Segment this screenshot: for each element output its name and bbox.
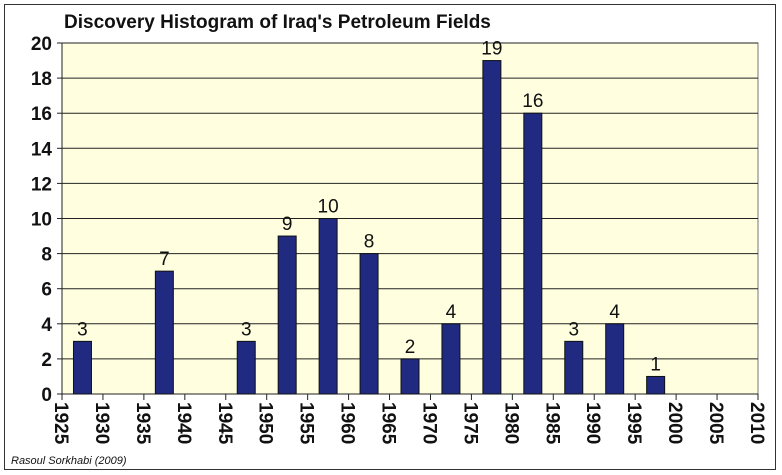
y-tick-label: 10	[31, 210, 52, 231]
data-label: 8	[364, 232, 375, 253]
credit-text: Rasoul Sorkhabi (2009)	[11, 455, 127, 467]
data-label: 16	[522, 91, 543, 112]
data-label: 3	[77, 319, 88, 340]
x-tick-label: 1940	[173, 402, 194, 444]
x-tick-label: 1965	[378, 402, 399, 445]
x-tick-label: 2010	[746, 402, 767, 444]
y-tick-label: 16	[31, 104, 52, 125]
chart-frame	[4, 4, 776, 470]
x-tick-label: 1925	[50, 402, 71, 445]
bar	[400, 358, 420, 395]
data-label: 9	[282, 214, 293, 235]
bar	[72, 340, 92, 395]
data-label: 3	[568, 319, 579, 340]
x-tick-label: 1995	[623, 402, 644, 445]
data-label: 1	[650, 354, 661, 375]
x-tick-label: 1930	[91, 402, 112, 444]
y-tick-label: 12	[31, 174, 52, 195]
x-tick-label: 1950	[255, 402, 276, 444]
x-tick-label: 1945	[214, 402, 235, 445]
bar	[154, 270, 174, 395]
data-label: 2	[405, 337, 416, 358]
chart-title: Discovery Histogram of Iraq's Petroleum …	[64, 12, 491, 33]
data-label: 19	[481, 39, 502, 60]
bar	[523, 112, 543, 395]
y-tick-label: 18	[31, 69, 52, 90]
data-label: 3	[241, 319, 252, 340]
y-tick-label: 2	[41, 350, 52, 371]
y-tick-label: 6	[41, 280, 52, 301]
bar	[646, 375, 666, 395]
y-tick-label: 0	[41, 385, 52, 406]
x-tick-label: 1985	[541, 402, 562, 445]
x-tick-label: 1955	[296, 402, 317, 445]
y-tick-label: 8	[41, 245, 52, 266]
bar	[564, 340, 584, 395]
x-tick-label: 1970	[418, 402, 439, 444]
x-tick-label: 1975	[459, 402, 480, 445]
bar	[441, 323, 461, 395]
y-tick-label: 20	[31, 34, 52, 55]
y-tick-label: 4	[41, 315, 52, 336]
x-tick-label: 2005	[705, 402, 726, 445]
y-tick-label: 14	[31, 139, 53, 160]
x-tick-label: 2000	[664, 402, 685, 444]
x-tick-label: 1960	[337, 402, 358, 444]
bar	[236, 340, 256, 395]
x-tick-label: 1990	[582, 402, 603, 444]
data-label: 7	[159, 249, 170, 270]
bar	[318, 218, 338, 395]
data-label: 4	[446, 302, 457, 323]
bar	[605, 323, 625, 395]
x-tick-label: 1935	[132, 402, 153, 445]
bar	[359, 253, 379, 395]
data-label: 10	[318, 197, 339, 218]
bar	[277, 235, 297, 395]
data-label: 4	[609, 302, 620, 323]
bar	[482, 60, 502, 395]
x-tick-label: 1980	[500, 402, 521, 444]
